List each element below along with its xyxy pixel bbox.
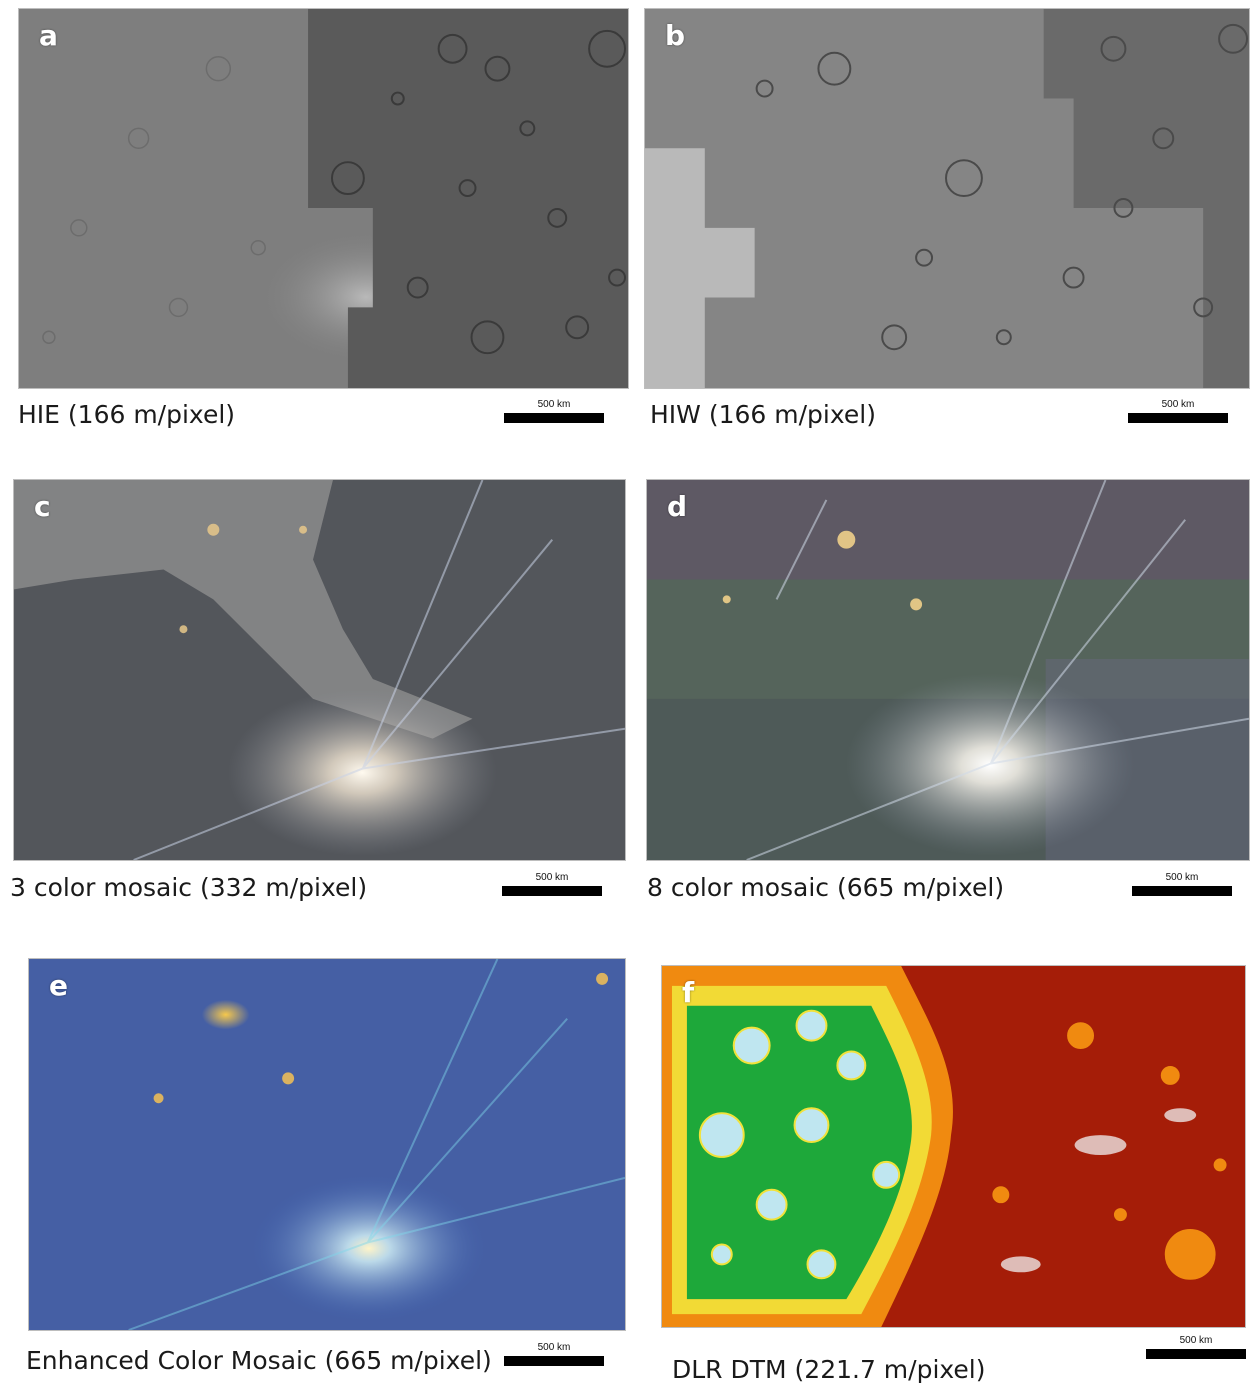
panel-e-scale-bar-line (504, 1356, 604, 1366)
panel-e-letter: e (49, 969, 68, 1002)
panel-f-dlr-dtm (662, 966, 1245, 1327)
panel-b-letter: b (665, 19, 686, 52)
panel-d-scale-bar-line (1132, 886, 1232, 896)
panel-e-caption: Enhanced Color Mosaic (665 m/pixel) (26, 1346, 492, 1375)
panel-d-scale-label: 500 km (1165, 872, 1199, 883)
panel-a-caption: HIE (166 m/pixel) (18, 400, 236, 429)
panel-a-scale-label: 500 km (537, 399, 571, 410)
panel-c-image: c (13, 479, 626, 861)
panel-a-hie-mosaic (19, 9, 628, 388)
panel-a-scale-bar: 500 km (504, 399, 604, 423)
panel-b-scale-bar: 500 km (1128, 399, 1228, 423)
panel-f-scale-bar: 500 km (1146, 1335, 1246, 1359)
panel-d-image: d (646, 479, 1250, 861)
panel-c-scale-bar: 500 km (502, 872, 602, 896)
panel-f-letter: f (682, 976, 695, 1009)
panel-e-enhanced-color-mosaic (29, 959, 625, 1330)
panel-d-eight-color-mosaic (647, 480, 1249, 860)
crater-rays-c (133, 480, 625, 860)
panel-c-scale-label: 500 km (535, 872, 569, 883)
panel-c-three-color-mosaic (14, 480, 625, 860)
panel-b-scale-bar-line (1128, 413, 1228, 423)
panel-d-caption: 8 color mosaic (665 m/pixel) (647, 873, 1005, 902)
panel-d-scale-bar: 500 km (1132, 872, 1232, 896)
panel-d-letter: d (667, 490, 688, 523)
panel-a-scale-bar-line (504, 413, 604, 423)
panel-e-image: e (28, 958, 626, 1331)
panel-e-scale-bar: 500 km (504, 1342, 604, 1366)
panel-b-caption: HIW (166 m/pixel) (650, 400, 876, 429)
panel-c-caption: 3 color mosaic (332 m/pixel) (10, 873, 368, 902)
crater-field-f (698, 1009, 901, 1280)
panel-b-hiw-mosaic (645, 9, 1249, 388)
crater-rays-d (746, 480, 1249, 860)
panel-f-image: f (661, 965, 1246, 1328)
crater-rays-e (128, 959, 625, 1330)
crater-field-a (330, 29, 627, 355)
panel-f-scale-label: 500 km (1179, 1335, 1213, 1346)
panel-a-letter: a (39, 19, 58, 52)
panel-f-caption: DLR DTM (221.7 m/pixel) (672, 1355, 986, 1384)
panel-f-scale-bar-line (1146, 1349, 1246, 1359)
panel-c-letter: c (34, 490, 51, 523)
panel-b-image: b (644, 8, 1250, 389)
panel-b-scale-label: 500 km (1161, 399, 1195, 410)
panel-a-image: a (18, 8, 629, 389)
crater-field-b (755, 23, 1249, 351)
panel-c-scale-bar-line (502, 886, 602, 896)
panel-e-scale-label: 500 km (537, 1342, 571, 1353)
